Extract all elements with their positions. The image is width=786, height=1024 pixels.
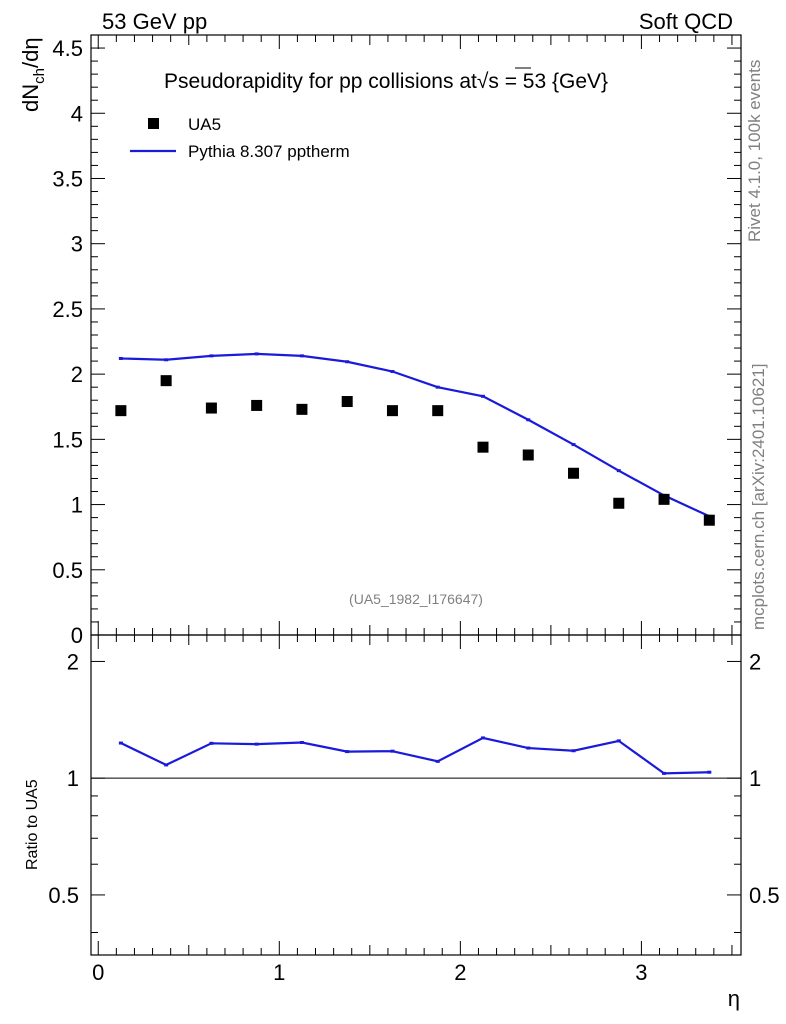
x-tick-label: 3 bbox=[635, 960, 647, 985]
ratio-point bbox=[616, 739, 621, 743]
ratio-y-tick-label-left: 2 bbox=[67, 649, 79, 674]
main-y-axis-label-sub: ch bbox=[31, 68, 48, 84]
ratio-point bbox=[164, 763, 169, 767]
legend-label-ua5: UA5 bbox=[188, 115, 221, 134]
ratio-point bbox=[435, 759, 440, 763]
legend-label-pythia: Pythia 8.307 pptherm bbox=[188, 142, 350, 161]
ratio-point bbox=[480, 736, 485, 740]
pythia-point bbox=[164, 358, 169, 362]
mcplots-label: mcplots.cern.ch [arXiv:2401.10621] bbox=[749, 364, 768, 630]
chart-title-prefix: Pseudorapidity for pp collisions at bbox=[164, 70, 477, 93]
ratio-line bbox=[120, 736, 710, 775]
chart-title: Pseudorapidity for pp collisions at√s = … bbox=[164, 70, 608, 93]
ua5-point bbox=[115, 405, 127, 417]
main-y-tick-label: 2 bbox=[71, 362, 83, 387]
ratio-point bbox=[390, 749, 395, 753]
pythia-line bbox=[120, 352, 710, 518]
ratio-point bbox=[254, 742, 259, 746]
ratio-series-layer bbox=[118, 736, 712, 775]
main-series-layer bbox=[115, 352, 715, 526]
ua5-point bbox=[296, 403, 308, 415]
ratio-y-tick-label-right: 2 bbox=[749, 649, 761, 674]
pythia-point bbox=[209, 354, 214, 358]
pythia-point bbox=[118, 356, 123, 360]
ratio-point bbox=[209, 741, 214, 745]
ua5-point bbox=[703, 514, 715, 526]
main-y-tick-label: 4.5 bbox=[52, 36, 83, 61]
ratio-point bbox=[571, 749, 576, 753]
pythia-point bbox=[616, 469, 621, 473]
main-y-axis-label-main: dN bbox=[18, 84, 43, 112]
pythia-point bbox=[526, 418, 531, 422]
ua5-point bbox=[386, 405, 398, 417]
pythia-point bbox=[480, 394, 485, 398]
ua5-point bbox=[341, 396, 353, 408]
ratio-point bbox=[118, 741, 123, 745]
ua5-point bbox=[160, 375, 172, 387]
ratio-panel-frame bbox=[90, 634, 742, 956]
pythia-point bbox=[345, 360, 350, 364]
main-y-tick-label: 0.5 bbox=[52, 558, 83, 583]
main-y-tick-label: 4 bbox=[71, 101, 83, 126]
pythia-point bbox=[435, 385, 440, 389]
main-y-axis-label: dNch/dη bbox=[18, 37, 48, 112]
ua5-point bbox=[477, 441, 489, 453]
analysis-watermark: (UA5_1982_I176647) bbox=[349, 591, 483, 607]
ua5-point bbox=[205, 402, 217, 414]
x-tick-label: 0 bbox=[92, 960, 104, 985]
ratio-y-tick-label-left: 0.5 bbox=[48, 883, 79, 908]
main-y-axis-label-tail: /dη bbox=[18, 37, 43, 68]
ratio-point bbox=[345, 750, 350, 754]
main-y-tick-label: 1.5 bbox=[52, 427, 83, 452]
pythia-point bbox=[390, 370, 395, 374]
header-right: Soft QCD bbox=[639, 9, 733, 34]
ratio-point bbox=[707, 770, 712, 774]
x-axis: 0 1 2 3 bbox=[92, 35, 733, 985]
main-y-tick-label: 2.5 bbox=[52, 297, 83, 322]
ratio-y-tick-label-right: 0.5 bbox=[749, 883, 780, 908]
chart-title-sqrt: √s bbox=[477, 70, 499, 93]
ratio-y-tick-label-right: 1 bbox=[749, 766, 761, 791]
main-y-tick-label: 3 bbox=[71, 232, 83, 257]
x-tick-label: 1 bbox=[273, 960, 285, 985]
pythia-point bbox=[571, 443, 576, 447]
x-axis-label: η bbox=[728, 986, 740, 1011]
ratio-y-axis: 0.5 0.5 1 1 2 2 bbox=[48, 649, 780, 934]
rivet-version-label: Rivet 4.1.0, 100k events bbox=[745, 60, 764, 242]
main-y-tick-label: 0 bbox=[71, 623, 83, 648]
chart-title-suffix: = 53 {GeV} bbox=[499, 70, 608, 93]
ua5-point bbox=[568, 467, 580, 479]
main-y-axis: 0 0.5 1 1.5 2 2.5 3 3.5 4 4.5 bbox=[52, 34, 741, 648]
ratio-point bbox=[299, 740, 304, 744]
ua5-point bbox=[522, 449, 534, 461]
header-left: 53 GeV pp bbox=[102, 9, 207, 34]
ua5-point bbox=[658, 493, 670, 505]
pythia-point bbox=[299, 354, 304, 358]
ratio-y-tick-label-left: 1 bbox=[67, 766, 79, 791]
main-y-tick-label: 1 bbox=[71, 493, 83, 518]
legend-marker-ua5 bbox=[148, 118, 159, 129]
ua5-point bbox=[432, 405, 444, 417]
ratio-point bbox=[662, 771, 667, 775]
ua5-point bbox=[251, 399, 263, 411]
main-y-tick-label: 3.5 bbox=[52, 166, 83, 191]
x-tick-label: 2 bbox=[454, 960, 466, 985]
ratio-point bbox=[526, 746, 531, 750]
pythia-point bbox=[254, 352, 259, 356]
ratio-y-axis-label: Ratio to UA5 bbox=[24, 779, 41, 870]
ua5-point bbox=[613, 497, 625, 509]
